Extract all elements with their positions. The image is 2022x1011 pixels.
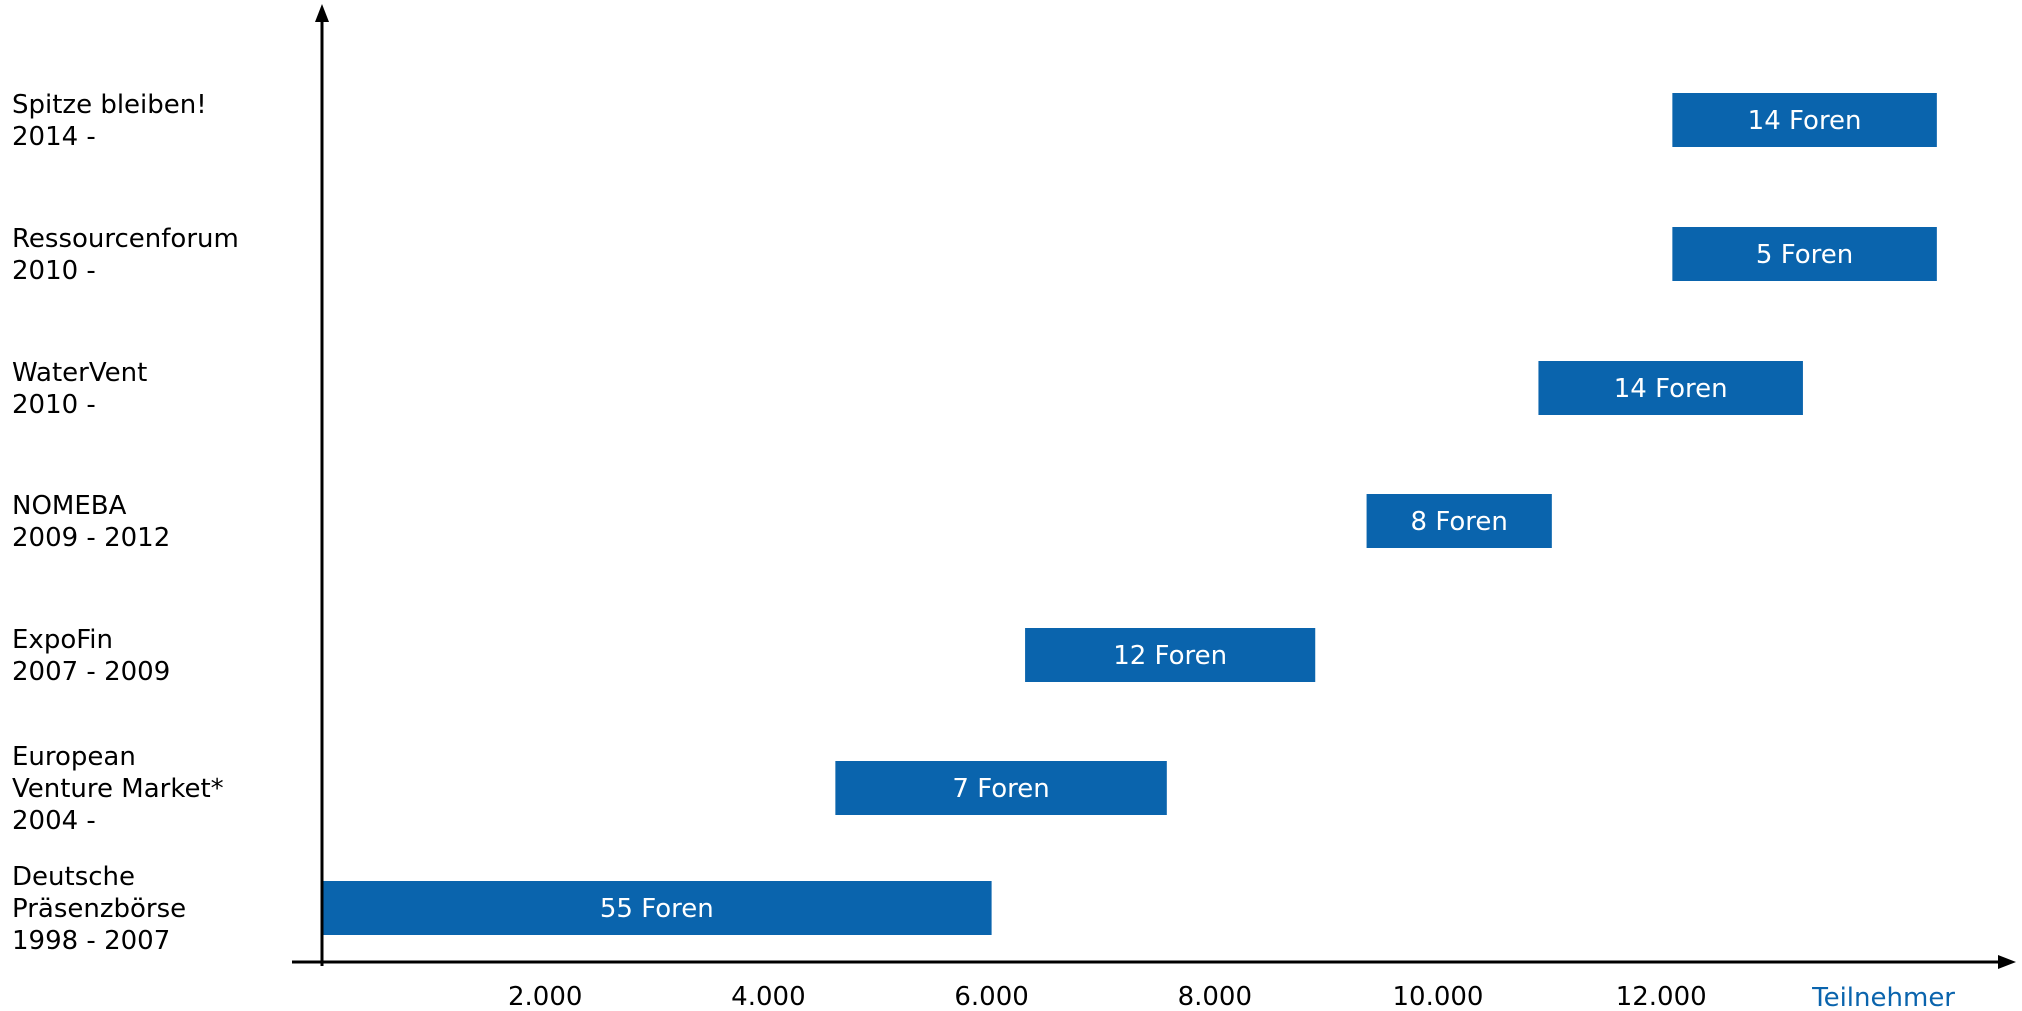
category-label: 2014 -	[12, 122, 96, 152]
x-tick-label: 8.000	[1178, 982, 1252, 1011]
bars-layer: 55 Foren 7 Foren 12 Foren 8 Foren 14 Foren 5 …	[322, 93, 1937, 935]
category-label: 2007 - 2009	[12, 657, 170, 687]
bar	[835, 761, 1167, 815]
x-tick-label: 2.000	[508, 982, 582, 1011]
category-label: 2010 -	[12, 256, 96, 286]
category-label: WaterVent	[12, 358, 147, 388]
category-label: Ressourcenforum	[12, 224, 239, 254]
x-axis-arrow	[1998, 955, 2016, 969]
category-label: European	[12, 742, 136, 772]
x-tick-label: 10.000	[1393, 982, 1484, 1011]
category-label: 2010 -	[12, 390, 96, 420]
category-label: Präsenzbörse	[12, 894, 186, 924]
bar-data-label: 7 Foren	[952, 774, 1049, 804]
bar	[1672, 93, 1937, 147]
category-label: Venture Market*	[12, 774, 224, 804]
axes-layer	[292, 4, 2016, 969]
bar	[1538, 361, 1803, 415]
x-axis-title: Teilnehmer	[1811, 983, 1955, 1011]
category-label: NOMEBA	[12, 491, 127, 521]
bar	[1366, 494, 1552, 548]
bar	[1025, 628, 1316, 682]
bar	[1672, 227, 1937, 281]
category-label: 2009 - 2012	[12, 523, 170, 553]
x-tick-label: 4.000	[731, 982, 805, 1011]
bar-data-label: 5 Foren	[1756, 240, 1853, 270]
bar-data-label: 14 Foren	[1614, 374, 1728, 404]
bar-data-label: 12 Foren	[1113, 641, 1227, 671]
bar	[322, 881, 992, 935]
y-axis-arrow	[315, 4, 329, 22]
x-tick-label: 12.000	[1616, 982, 1707, 1011]
x-tick-label: 6.000	[954, 982, 1028, 1011]
bar-data-label: 55 Foren	[600, 894, 714, 924]
bar-data-label: 14 Foren	[1748, 106, 1862, 136]
category-label: 1998 - 2007	[12, 926, 170, 956]
category-label: Spitze bleiben!	[12, 90, 207, 120]
bar-data-label: 8 Foren	[1411, 507, 1508, 537]
category-label: Deutsche	[12, 862, 135, 892]
category-label: 2004 -	[12, 806, 96, 836]
category-label: ExpoFin	[12, 625, 113, 655]
